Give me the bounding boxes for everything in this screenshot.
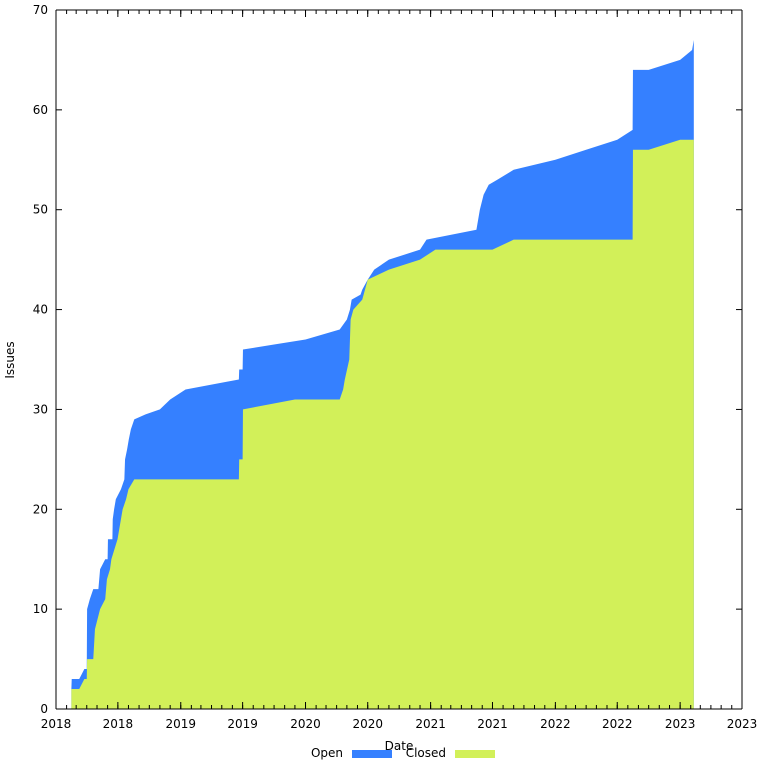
y-tick-label: 30 <box>33 402 48 416</box>
x-axis-title: Date <box>385 739 414 753</box>
y-tick-label: 10 <box>33 602 48 616</box>
x-tick-label: 2022 <box>602 717 633 731</box>
x-tick-label: 2020 <box>352 717 383 731</box>
y-tick-label: 0 <box>40 702 48 716</box>
legend-label-closed: Closed <box>406 746 446 760</box>
x-tick-label: 2023 <box>665 717 696 731</box>
y-tick-label: 60 <box>33 103 48 117</box>
area-closed <box>71 139 694 709</box>
x-tick-label: 2019 <box>165 717 196 731</box>
x-tick-label: 2022 <box>540 717 571 731</box>
y-tick-label: 20 <box>33 502 48 516</box>
legend-swatch-open <box>352 750 392 758</box>
legend-label-open: Open <box>311 746 343 760</box>
x-tick-label: 2021 <box>415 717 446 731</box>
x-tick-label: 2018 <box>103 717 134 731</box>
x-tick-label: 2019 <box>227 717 258 731</box>
y-tick-label: 40 <box>33 303 48 317</box>
x-tick-label: 2018 <box>41 717 72 731</box>
legend-swatch-closed <box>455 750 495 758</box>
y-tick-label: 70 <box>33 3 48 17</box>
plot-areas <box>71 39 694 709</box>
ticks: 0 10 20 30 40 50 60 70 2018 2018 2019 2019 2020 2020 2… <box>33 3 758 731</box>
x-tick-label: 2020 <box>290 717 321 731</box>
y-tick-label: 50 <box>33 203 48 217</box>
x-tick-label: 2023 <box>727 717 758 731</box>
legend: Open Closed <box>311 746 495 760</box>
x-tick-label: 2021 <box>477 717 508 731</box>
y-axis-title: Issues <box>3 341 17 378</box>
